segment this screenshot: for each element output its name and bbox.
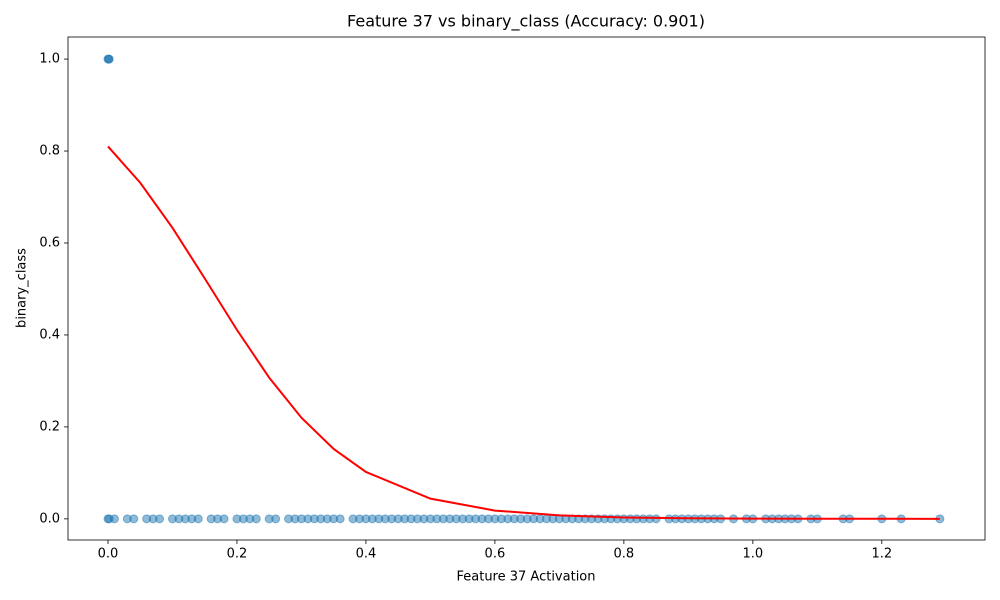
x-tick-label: 0.2	[227, 547, 248, 562]
point	[109, 514, 119, 524]
point	[193, 514, 203, 524]
x-tick-label: 1.2	[871, 547, 892, 562]
y-tick-label: 0.4	[39, 327, 60, 342]
point	[129, 514, 139, 524]
x-axis-label: Feature 37 Activation	[456, 570, 595, 585]
fit-curve	[107, 145, 940, 520]
x-tick-label: 0.4	[356, 547, 377, 562]
x-tick-label: 1.0	[743, 547, 764, 562]
x-tick-label: 0.0	[98, 547, 119, 562]
chart-title: Feature 37 vs binary_class (Accuracy: 0.…	[347, 12, 705, 32]
y-tick-label: 1.0	[39, 52, 60, 67]
x-tick-label: 0.8	[614, 547, 635, 562]
y-axis-label: binary_class	[15, 248, 30, 328]
plot-frame	[67, 36, 986, 541]
y-tick-label: 0.2	[39, 419, 60, 434]
y-tick-label: 0.6	[39, 235, 60, 250]
y-tick-label: 0.0	[39, 511, 60, 526]
y-tick-label: 0.8	[39, 144, 60, 159]
point	[219, 514, 229, 524]
point	[271, 514, 281, 524]
point	[155, 514, 165, 524]
x-tick-label: 0.6	[485, 547, 506, 562]
point	[251, 514, 261, 524]
point	[335, 514, 345, 524]
point	[104, 54, 114, 64]
